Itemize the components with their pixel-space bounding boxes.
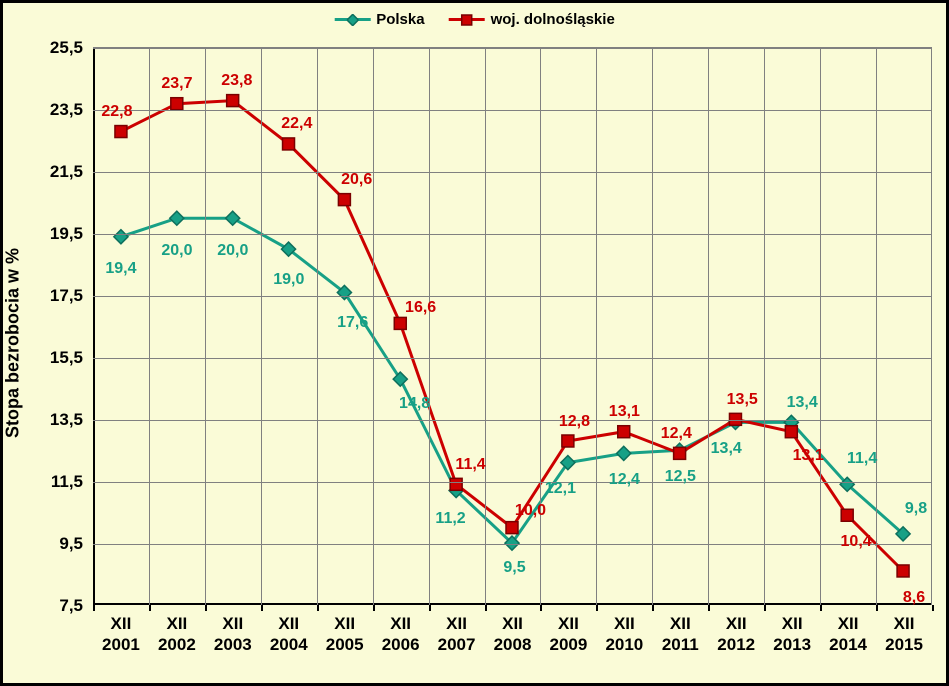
square-icon (460, 13, 474, 27)
x-tick-label: XII2007 (438, 613, 476, 656)
gridline-v (596, 48, 597, 605)
gridline-h (93, 172, 931, 173)
x-tick-mark (485, 605, 487, 611)
x-tick-label: XII2009 (550, 613, 588, 656)
series-marker (674, 447, 686, 459)
gridline-v (429, 48, 430, 605)
x-tick-mark (93, 605, 95, 611)
series-marker (506, 522, 518, 534)
x-tick-mark (708, 605, 710, 611)
y-tick-label: 7,5 (59, 596, 83, 616)
x-tick-label: XII2011 (662, 613, 699, 656)
y-tick-label: 11,5 (51, 472, 83, 492)
x-tick-label: XII2005 (326, 613, 364, 656)
x-tick-mark (932, 605, 934, 611)
legend-line-polska (334, 18, 370, 21)
gridline-h (93, 420, 931, 421)
x-tick-mark (764, 605, 766, 611)
legend: Polska woj. dolnośląskie (334, 11, 615, 28)
gridline-h (93, 544, 931, 545)
x-tick-label: XII2008 (494, 613, 532, 656)
series-marker (227, 95, 239, 107)
x-tick-label: XII2001 (102, 613, 140, 656)
x-tick-mark (317, 605, 319, 611)
series-marker (170, 211, 184, 225)
x-tick-mark (429, 605, 431, 611)
y-axis-label: Stopa bezrobocia w % (3, 248, 24, 438)
legend-label-woj: woj. dolnośląskie (491, 11, 615, 28)
x-tick-label: XII2014 (829, 613, 867, 656)
x-tick-mark (652, 605, 654, 611)
x-tick-mark (149, 605, 151, 611)
series-marker (226, 211, 240, 225)
series-marker (394, 317, 406, 329)
series-marker (617, 446, 631, 460)
series-marker (897, 565, 909, 577)
x-tick-mark (596, 605, 598, 611)
series-marker (618, 426, 630, 438)
x-tick-label: XII2003 (214, 613, 252, 656)
y-tick-label: 15,5 (50, 348, 83, 368)
y-tick-label: 17,5 (50, 286, 83, 306)
gridline-v (205, 48, 206, 605)
gridline-v (876, 48, 877, 605)
legend-label-polska: Polska (376, 11, 424, 28)
y-tick-label: 25,5 (50, 38, 83, 58)
series-marker (785, 426, 797, 438)
gridline-h (93, 296, 931, 297)
series-marker (283, 138, 295, 150)
x-tick-mark (205, 605, 207, 611)
gridline-v (261, 48, 262, 605)
gridline-v (540, 48, 541, 605)
gridline-h (93, 234, 931, 235)
x-tick-label: XII2004 (270, 613, 308, 656)
chart-lines (93, 48, 931, 605)
x-tick-label: XII2013 (773, 613, 811, 656)
gridline-h (93, 110, 931, 111)
y-tick-label: 9,5 (59, 534, 83, 554)
x-tick-mark (373, 605, 375, 611)
x-tick-label: XII2002 (158, 613, 196, 656)
gridline-v (149, 48, 150, 605)
series-marker (115, 126, 127, 138)
x-tick-mark (876, 605, 878, 611)
x-axis-line (93, 603, 931, 605)
x-tick-label: XII2012 (717, 613, 755, 656)
x-tick-label: XII2006 (382, 613, 420, 656)
series-line (121, 218, 903, 543)
gridline-v (652, 48, 653, 605)
y-axis-line (93, 48, 95, 605)
gridline-v (820, 48, 821, 605)
gridline-v (485, 48, 486, 605)
gridline-h (93, 358, 931, 359)
y-tick-label: 23,5 (50, 100, 83, 120)
legend-item-woj: woj. dolnośląskie (449, 11, 615, 28)
gridline-v (708, 48, 709, 605)
gridline-h (93, 48, 931, 49)
series-marker (562, 435, 574, 447)
y-tick-label: 13,5 (50, 410, 83, 430)
x-tick-mark (540, 605, 542, 611)
gridline-h (93, 482, 931, 483)
y-tick-label: 19,5 (50, 224, 83, 244)
chart-container: Polska woj. dolnośląskie Stopa bezroboci… (0, 0, 949, 686)
gridline-v (373, 48, 374, 605)
diamond-icon (346, 14, 358, 26)
y-tick-label: 21,5 (50, 162, 83, 182)
legend-item-polska: Polska (334, 11, 424, 28)
x-tick-label: XII2010 (605, 613, 643, 656)
x-tick-label: XII2015 (885, 613, 923, 656)
x-tick-mark (261, 605, 263, 611)
series-marker (841, 509, 853, 521)
series-marker (450, 478, 462, 490)
gridline-v (317, 48, 318, 605)
series-marker (114, 230, 128, 244)
legend-line-woj (449, 18, 485, 21)
gridline-v (764, 48, 765, 605)
series-marker (171, 98, 183, 110)
plot-area: 7,59,511,513,515,517,519,521,523,525,5XI… (93, 47, 932, 605)
x-tick-mark (820, 605, 822, 611)
series-marker (338, 194, 350, 206)
